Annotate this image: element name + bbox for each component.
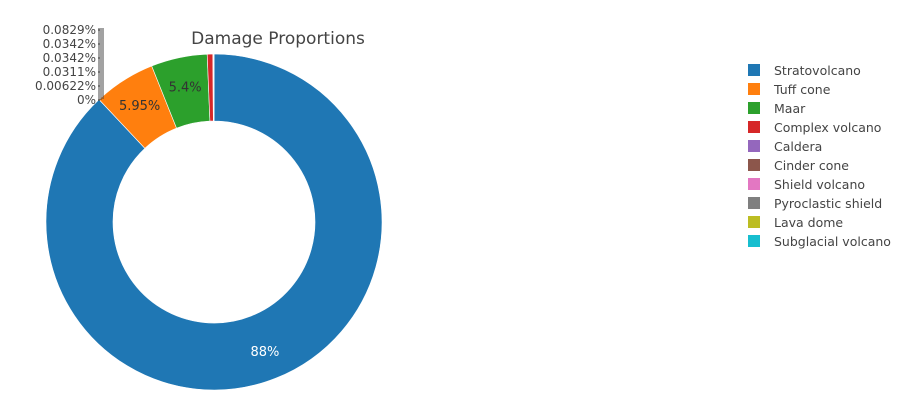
outside-label: 0%: [77, 93, 96, 107]
outside-label: 0.0342%: [43, 37, 96, 51]
slice-label-stratovolcano: 88%: [251, 345, 280, 360]
legend-swatch: [748, 178, 760, 190]
legend-item-maar[interactable]: Maar: [748, 99, 891, 118]
inside-labels-group: 88% 5.95% 5.4%: [119, 81, 279, 360]
legend-label: Stratovolcano: [774, 63, 861, 78]
outside-labels-group: 0.0829%0.0342%0.0342%0.0311%0.00622%0%: [35, 23, 104, 107]
legend-item-stratovolcano[interactable]: Stratovolcano: [748, 61, 891, 80]
legend-swatch: [748, 83, 760, 95]
legend-item-complex-volcano[interactable]: Complex volcano: [748, 118, 891, 137]
outside-label: 0.00622%: [35, 79, 96, 93]
legend-item-shield-volcano[interactable]: Shield volcano: [748, 175, 891, 194]
outside-label: 0.0342%: [43, 51, 96, 65]
legend-label: Tuff cone: [774, 82, 831, 97]
legend-label: Pyroclastic shield: [774, 196, 883, 211]
legend-swatch: [748, 216, 760, 228]
legend-swatch: [748, 121, 760, 133]
outside-label: 0.0311%: [43, 65, 96, 79]
legend-swatch: [748, 159, 760, 171]
legend-swatch: [748, 140, 760, 152]
legend-swatch: [748, 64, 760, 76]
legend-item-pyroclastic-shield[interactable]: Pyroclastic shield: [748, 194, 891, 213]
legend-swatch: [748, 197, 760, 209]
legend-item-cinder-cone[interactable]: Cinder cone: [748, 156, 891, 175]
legend-label: Maar: [774, 101, 806, 116]
slice-stratovolcano[interactable]: [45, 53, 383, 391]
legend-label: Shield volcano: [774, 177, 866, 192]
legend-swatch: [748, 102, 760, 114]
legend-swatch: [748, 235, 760, 247]
slices-group: [45, 53, 383, 391]
outside-label: 0.0829%: [43, 23, 96, 37]
slice-label-maar: 5.4%: [169, 81, 202, 96]
slice-label-tuff-cone: 5.95%: [119, 99, 160, 114]
legend: Stratovolcano Tuff cone Maar Complex volcan…: [748, 61, 891, 251]
legend-label: Caldera: [774, 139, 823, 154]
legend-item-caldera[interactable]: Caldera: [748, 137, 891, 156]
legend-label: Lava dome: [774, 215, 844, 230]
legend-item-tuff-cone[interactable]: Tuff cone: [748, 80, 891, 99]
legend-label: Cinder cone: [774, 158, 849, 173]
chart-title: Damage Proportions: [191, 29, 365, 49]
legend-item-subglacial-volcano[interactable]: Subglacial volcano: [748, 232, 891, 251]
legend-label: Subglacial volcano: [774, 234, 891, 249]
legend-item-lava-dome[interactable]: Lava dome: [748, 213, 891, 232]
legend-label: Complex volcano: [774, 120, 882, 135]
